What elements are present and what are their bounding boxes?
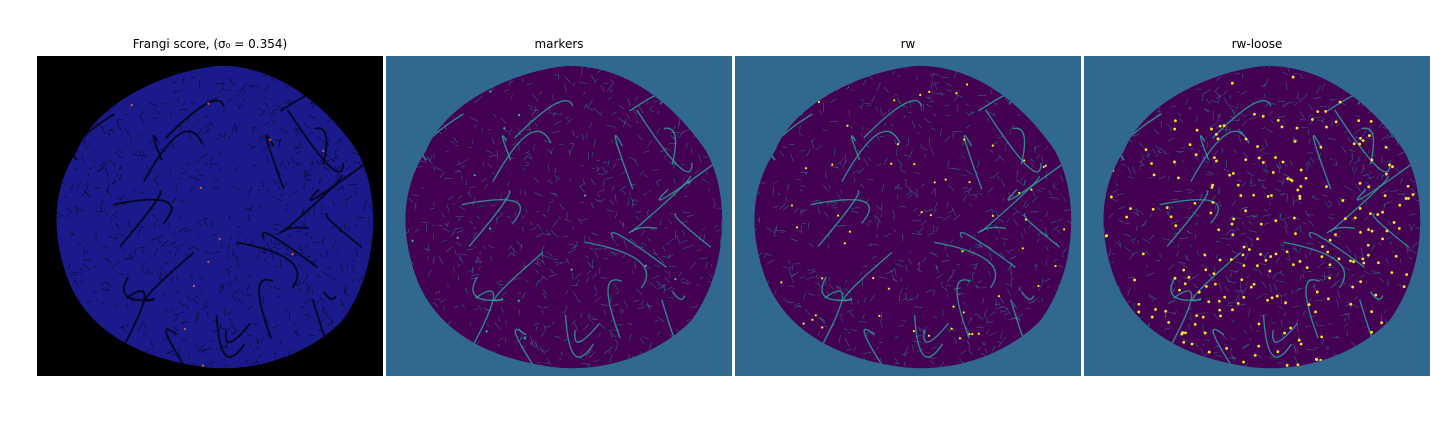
frangi-score-image (37, 56, 383, 376)
panel-title-rw: rw (900, 37, 916, 51)
panel-rw-image (735, 56, 1081, 376)
vessel-texture (754, 65, 1072, 369)
panel-rw-loose-image (1084, 56, 1430, 376)
panel-markers-image (386, 56, 732, 376)
panel-title-frangi: Frangi score, (σ₀ = 0.354) (132, 37, 288, 51)
panel-title-rw-loose: rw-loose (1231, 37, 1283, 51)
panel-title-markers: markers (534, 37, 584, 51)
rw-image (735, 56, 1081, 376)
markers-image (386, 56, 732, 376)
panel-frangi-image (37, 56, 383, 376)
rw-loose-image (1084, 56, 1430, 376)
